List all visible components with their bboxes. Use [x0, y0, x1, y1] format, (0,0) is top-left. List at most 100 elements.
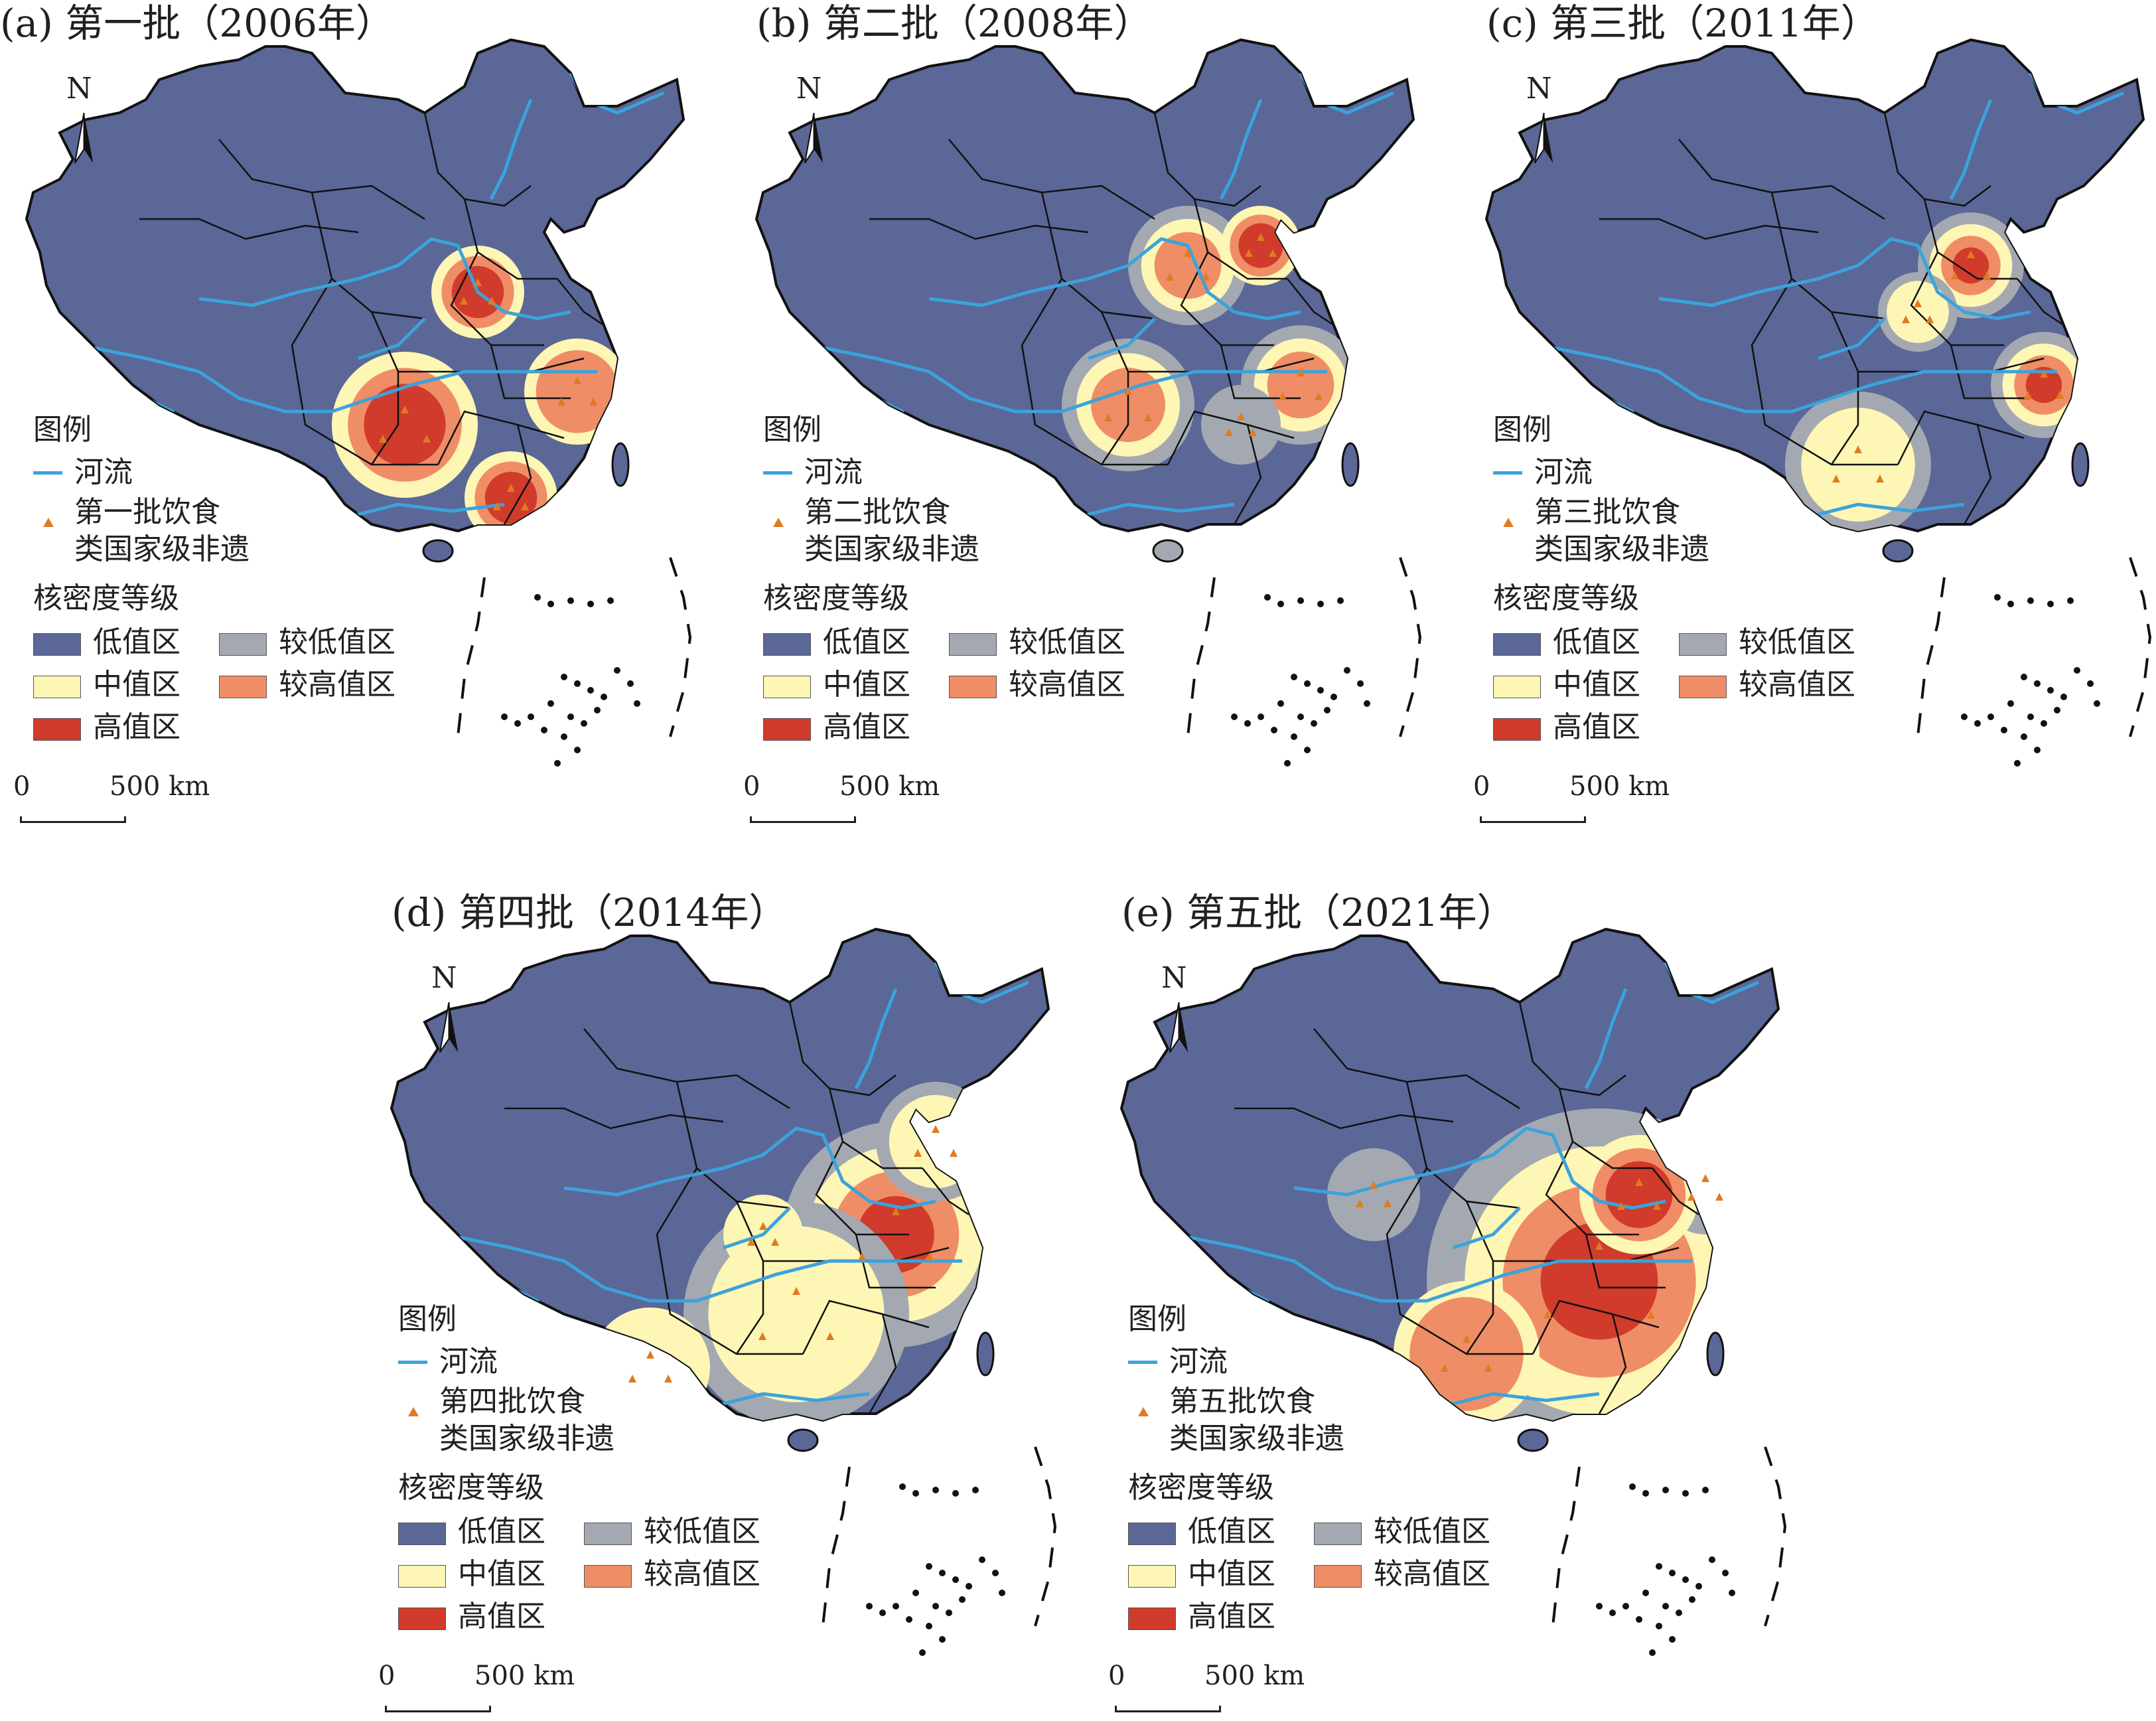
map-panel-c: (c) 第三批（2011年） N 图例 河流 第三批饮食 类国家级非遗 核密度等级 低值区中…: [1460, 0, 2156, 830]
heritage-point: [557, 398, 565, 406]
class-swatch: [1493, 718, 1541, 741]
class-swatch: [1128, 1565, 1176, 1588]
north-label: N: [796, 72, 822, 106]
density-class: 较低值区: [1679, 624, 1878, 661]
class-swatch: [949, 633, 997, 656]
density-class: 较高值区: [1679, 666, 1878, 704]
density-class: 低值区: [763, 624, 962, 661]
density-legend-title: 核密度等级: [398, 1471, 544, 1505]
heritage-point: [1124, 387, 1132, 395]
legend-title: 图例: [1493, 413, 1551, 447]
density-class: 高值区: [398, 1598, 597, 1635]
heritage-point: [1595, 1242, 1603, 1250]
south-china-sea-inset: [422, 442, 692, 767]
scale-line: [1115, 1706, 1221, 1712]
scale-line: [1480, 816, 1586, 823]
density-class: 低值区: [1128, 1513, 1327, 1550]
panel-title: (d) 第四批（2014年）: [392, 890, 788, 935]
class-swatch: [33, 633, 81, 656]
class-swatch: [398, 1608, 446, 1630]
north-arrow-icon: [804, 113, 824, 164]
china-map: [1119, 927, 1787, 1656]
north-arrow-icon: [1169, 1002, 1188, 1053]
class-label: 较高值区: [644, 1557, 760, 1591]
heritage-point: [1617, 1202, 1625, 1210]
heritage-point: [914, 1149, 922, 1157]
north-arrow-icon: [74, 113, 94, 164]
heritage-point: [1484, 1364, 1492, 1372]
density-zone: [1952, 247, 1989, 284]
legend-river: 河流: [763, 454, 1161, 491]
density-class: 较低值区: [949, 624, 1148, 661]
legend-title: 图例: [763, 413, 822, 447]
class-swatch: [1128, 1608, 1176, 1630]
scale-distance: 500 km: [109, 771, 210, 802]
class-swatch: [219, 633, 267, 656]
china-map: [1484, 38, 2152, 767]
heritage-point: [1983, 271, 1991, 279]
heritage-point: [1202, 273, 1210, 281]
heritage-point: [401, 406, 409, 413]
south-china-sea-inset: [787, 1331, 1057, 1656]
heritage-point: [379, 435, 387, 443]
class-swatch: [1314, 1565, 1362, 1588]
class-label: 较高值区: [279, 668, 395, 702]
class-label: 高值区: [93, 710, 180, 744]
scale-bar: 0 500 km: [1473, 770, 1672, 830]
class-swatch: [763, 633, 811, 656]
heritage-point: [826, 1332, 834, 1340]
heritage-point: [589, 398, 597, 406]
class-swatch: [33, 676, 81, 698]
map-panel-a: (a) 第一批（2006年） N 图例 河流 第一批饮食 类国家级非遗 核密度等级 低值区中…: [0, 0, 723, 830]
triangle-icon: [43, 518, 54, 527]
density-class: 较低值区: [1314, 1513, 1513, 1550]
north-arrow-icon: [439, 1002, 459, 1053]
heritage-point: [950, 1149, 958, 1157]
class-swatch: [1679, 633, 1727, 656]
south-china-sea-inset: [1517, 1331, 1787, 1656]
heritage-point: [1315, 392, 1323, 400]
legend-point-label: 第二批饮食 类国家级非遗: [804, 495, 979, 566]
legend-river-label: 河流: [439, 1345, 498, 1379]
class-label: 较低值区: [644, 1515, 760, 1548]
north-arrow-icon: [1534, 113, 1553, 164]
class-label: 较低值区: [1739, 625, 1855, 659]
class-swatch: [1493, 633, 1541, 656]
legend-river-label: 河流: [1534, 455, 1593, 489]
class-label: 高值区: [1553, 710, 1640, 744]
class-label: 中值区: [1553, 668, 1640, 702]
legend-point-label: 第五批饮食 类国家级非遗: [1169, 1384, 1344, 1456]
heritage-point: [1245, 249, 1253, 257]
heritage-point: [1926, 315, 1934, 323]
density-zone: [1154, 232, 1222, 299]
heritage-point: [488, 297, 496, 305]
heritage-point: [1653, 1202, 1661, 1210]
heritage-point: [1688, 1193, 1695, 1201]
heritage-point: [892, 1207, 900, 1215]
density-class: 高值区: [763, 709, 962, 746]
density-class: 低值区: [33, 624, 232, 661]
heritage-point: [423, 435, 431, 443]
density-class: 较高值区: [219, 666, 418, 704]
legend-point: 第五批饮食 类国家级非遗: [1128, 1383, 1526, 1463]
density-legend-title: 核密度等级: [1128, 1471, 1274, 1505]
density-class: 中值区: [398, 1556, 597, 1593]
density-zone: [1267, 351, 1334, 419]
heritage-point: [460, 297, 468, 305]
heritage-point: [1914, 299, 1922, 307]
country-outline: [1484, 38, 2145, 533]
heritage-point: [1104, 413, 1112, 421]
density-legend-title: 核密度等级: [33, 581, 179, 615]
density-class: 高值区: [1493, 709, 1692, 746]
heritage-point: [493, 502, 501, 510]
panel-title: (a) 第一批（2006年）: [0, 1, 394, 46]
density-class: 高值区: [1128, 1598, 1327, 1635]
heritage-point: [628, 1375, 636, 1383]
scale-bar: 0 500 km: [1108, 1659, 1307, 1719]
class-swatch: [949, 676, 997, 698]
rivers: [809, 72, 1394, 520]
legend-river-label: 河流: [1169, 1345, 1228, 1379]
class-label: 低值区: [823, 625, 910, 659]
panel-title: (b) 第二批（2008年）: [756, 1, 1153, 46]
scale-bar: 0 500 km: [378, 1659, 577, 1719]
